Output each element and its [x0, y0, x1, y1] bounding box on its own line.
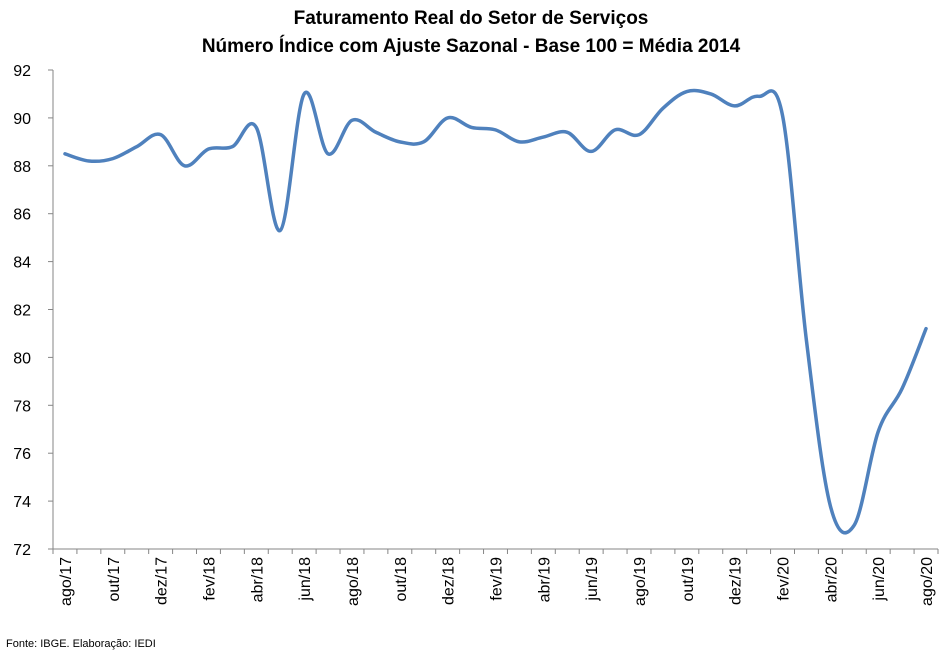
data-point-dez-19	[733, 104, 737, 108]
data-point-ago-19	[637, 133, 641, 137]
data-point-set-19	[661, 106, 665, 110]
data-point-jul-18	[326, 152, 330, 156]
data-point-nov-18	[422, 140, 426, 144]
y-tick-label: 86	[13, 207, 31, 224]
data-point-set-18	[374, 130, 378, 134]
y-tick-label: 92	[13, 63, 31, 80]
x-tick-label: out/18	[393, 557, 410, 602]
x-tick-label: jun/19	[584, 557, 601, 602]
x-tick-label: ago/20	[919, 557, 936, 606]
data-point-jun-20	[876, 430, 880, 434]
data-point-jun-18	[302, 92, 306, 96]
data-point-mar-20	[804, 339, 808, 343]
data-point-fev-20	[781, 114, 785, 118]
data-point-ago-20	[924, 327, 928, 331]
y-tick-label: 80	[13, 350, 31, 367]
series-line	[63, 88, 928, 535]
data-point-mai-18	[278, 228, 282, 232]
data-point-fev-19	[494, 128, 498, 132]
data-point-jan-18	[183, 164, 187, 168]
data-point-mar-19	[517, 140, 521, 144]
data-point-jul-20	[900, 387, 904, 391]
data-point-jan-19	[470, 125, 474, 129]
data-point-ago-17	[63, 152, 67, 156]
chart-title: Faturamento Real do Setor de Serviços	[294, 8, 649, 29]
data-point-abr-20	[828, 504, 832, 508]
x-axis: ago/17 out/17 dez/17 fev/18 abr/18 jun/18 ago/…	[52, 548, 939, 606]
data-point-out-18	[398, 140, 402, 144]
chart-subtitle: Número Índice com Ajuste Sazonal - Base …	[202, 35, 741, 57]
x-tick-label: ago/18	[345, 557, 362, 606]
chart-source: Fonte: IBGE. Elaboração: IEDI	[6, 638, 156, 650]
y-tick-label: 82	[13, 303, 31, 320]
y-tick-label: 90	[13, 111, 31, 128]
x-tick-label: out/19	[680, 557, 697, 602]
data-point-dez-18	[446, 116, 450, 120]
x-tick-label: fev/19	[489, 557, 506, 601]
data-point-jun-19	[589, 149, 593, 153]
x-tick-label: dez/17	[154, 557, 171, 605]
y-tick-label: 78	[13, 398, 31, 415]
x-tick-label: abr/18	[249, 557, 266, 602]
y-tick-label: 72	[13, 542, 31, 559]
x-tick-label: ago/17	[58, 557, 75, 606]
x-tick-label: jun/18	[297, 557, 314, 602]
series-layer	[63, 88, 928, 535]
data-point-jan-20	[757, 94, 761, 98]
data-point-dez-17	[159, 133, 163, 137]
data-point-jul-19	[613, 128, 617, 132]
data-point-abr-19	[541, 135, 545, 139]
y-tick-label: 74	[13, 494, 31, 511]
data-point-abr-18	[254, 125, 258, 129]
x-tick-label: dez/19	[728, 557, 745, 605]
x-tick-label: fev/18	[201, 557, 218, 601]
data-point-nov-19	[709, 92, 713, 96]
x-tick-label: out/17	[106, 557, 123, 602]
x-tick-label: fev/20	[776, 557, 793, 601]
x-tick-label: abr/19	[536, 557, 553, 602]
x-tick-label: abr/20	[823, 557, 840, 602]
data-point-mar-18	[230, 145, 234, 149]
data-point-nov-17	[135, 145, 139, 149]
data-point-out-19	[685, 90, 689, 94]
y-tick-label: 84	[13, 255, 31, 272]
y-axis: 72 74 76 78 80 82 84 86 88 90 92	[13, 63, 54, 559]
data-point-mai-19	[565, 130, 569, 134]
data-point-fev-18	[206, 147, 210, 151]
data-point-set-17	[87, 159, 91, 163]
y-tick-label: 76	[13, 446, 31, 463]
data-point-ago-18	[350, 118, 354, 122]
data-point-mai-20	[852, 523, 856, 527]
x-tick-label: dez/18	[441, 557, 458, 605]
y-tick-label: 88	[13, 159, 31, 176]
x-tick-label: ago/19	[632, 557, 649, 606]
data-point-out-17	[111, 157, 115, 161]
x-tick-label: jun/20	[871, 557, 888, 602]
